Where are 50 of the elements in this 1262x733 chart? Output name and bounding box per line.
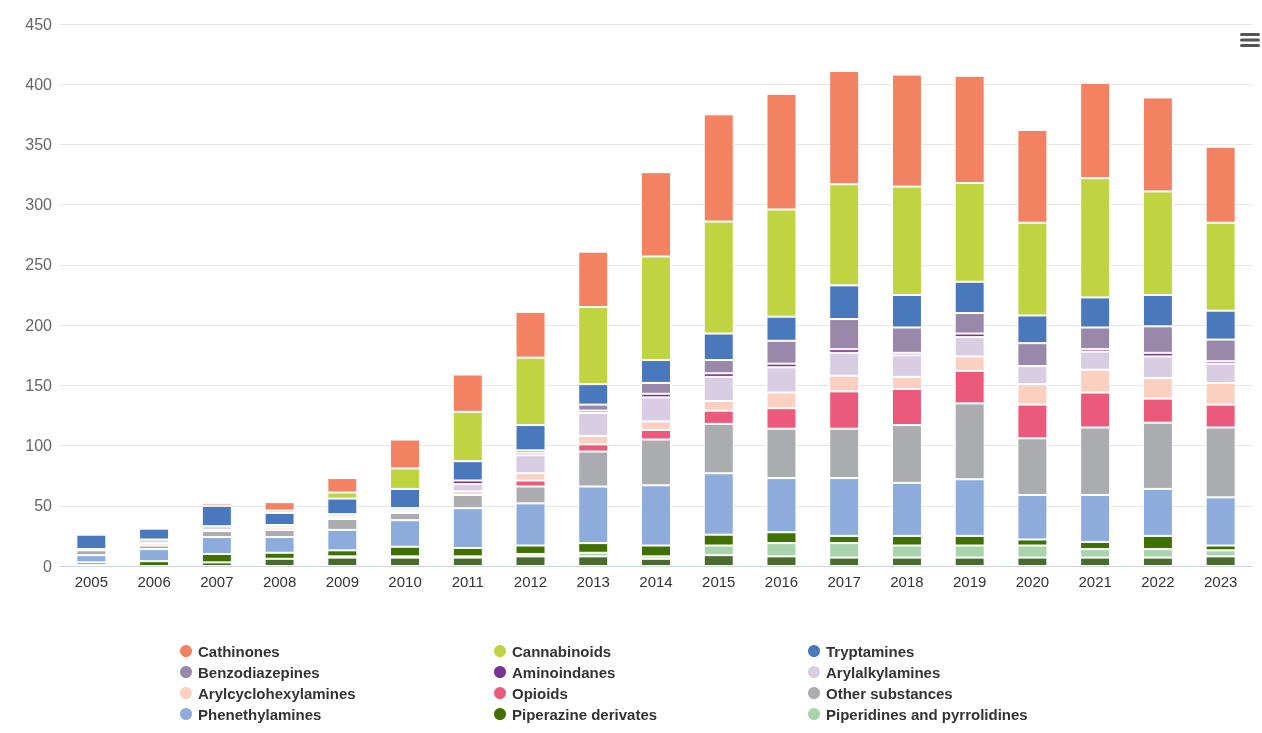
bar bbox=[641, 558, 671, 566]
x-tick-label: 2006 bbox=[137, 573, 171, 590]
x-tick-label: 2010 bbox=[388, 573, 422, 590]
x-tick-label: 2005 bbox=[74, 573, 109, 590]
y-tick-label: 50 bbox=[34, 497, 53, 515]
y-tick-label: 100 bbox=[25, 437, 53, 455]
legend-label: Cannabinoids bbox=[512, 642, 612, 660]
bar bbox=[139, 528, 170, 540]
x-tick-label: 2017 bbox=[827, 573, 861, 590]
x-tick-label: 2009 bbox=[325, 573, 359, 590]
legend-label: Aminoindanes bbox=[512, 663, 616, 681]
x-tick-label: 2008 bbox=[262, 573, 297, 590]
x-tick-label: 2023 bbox=[1203, 573, 1238, 590]
legend-label: Benzodiazepines bbox=[198, 663, 320, 681]
legend-label: Phenethylamines bbox=[198, 705, 322, 723]
x-tick-label: 2012 bbox=[513, 573, 548, 590]
bar bbox=[264, 502, 295, 511]
x-tick-label: 2020 bbox=[1015, 573, 1050, 590]
y-tick-label: 400 bbox=[25, 75, 53, 93]
bar bbox=[515, 556, 546, 566]
x-tick-label: 2019 bbox=[953, 573, 987, 590]
legend-label: Piperazine derivates bbox=[512, 705, 658, 723]
x-tick-label: 2021 bbox=[1078, 573, 1112, 590]
legend-label: Tryptamines bbox=[826, 642, 915, 660]
y-tick-label: 350 bbox=[25, 135, 53, 153]
legend-label: Arylalkylamines bbox=[826, 663, 941, 681]
y-tick-label: 250 bbox=[25, 256, 53, 274]
legend-label: Opioids bbox=[512, 684, 568, 702]
x-tick-label: 2014 bbox=[639, 573, 673, 590]
y-tick-label: 0 bbox=[43, 557, 53, 575]
y-tick-label: 150 bbox=[25, 376, 53, 394]
x-tick-label: 2018 bbox=[890, 573, 924, 590]
legend-label: Piperidines and pyrrolidines bbox=[826, 705, 1028, 723]
x-tick-label: 2011 bbox=[451, 573, 484, 590]
x-tick-label: 2016 bbox=[764, 573, 799, 590]
bar bbox=[139, 549, 170, 562]
y-tick-label: 300 bbox=[25, 196, 53, 214]
bar bbox=[201, 505, 232, 527]
y-tick-label: 450 bbox=[25, 15, 53, 33]
bar bbox=[452, 484, 483, 492]
bar bbox=[264, 513, 295, 526]
x-tick-label: 2013 bbox=[576, 573, 610, 590]
bar bbox=[578, 556, 609, 566]
x-tick-label: 2007 bbox=[200, 573, 234, 590]
legend-label: Arylcyclohexylamines bbox=[198, 684, 356, 702]
y-tick-label: 200 bbox=[25, 316, 53, 334]
legend-label: Cathinones bbox=[198, 642, 280, 660]
legend-label: Other substances bbox=[826, 684, 953, 702]
x-tick-label: 2022 bbox=[1141, 573, 1175, 590]
x-tick-label: 2015 bbox=[702, 573, 736, 590]
